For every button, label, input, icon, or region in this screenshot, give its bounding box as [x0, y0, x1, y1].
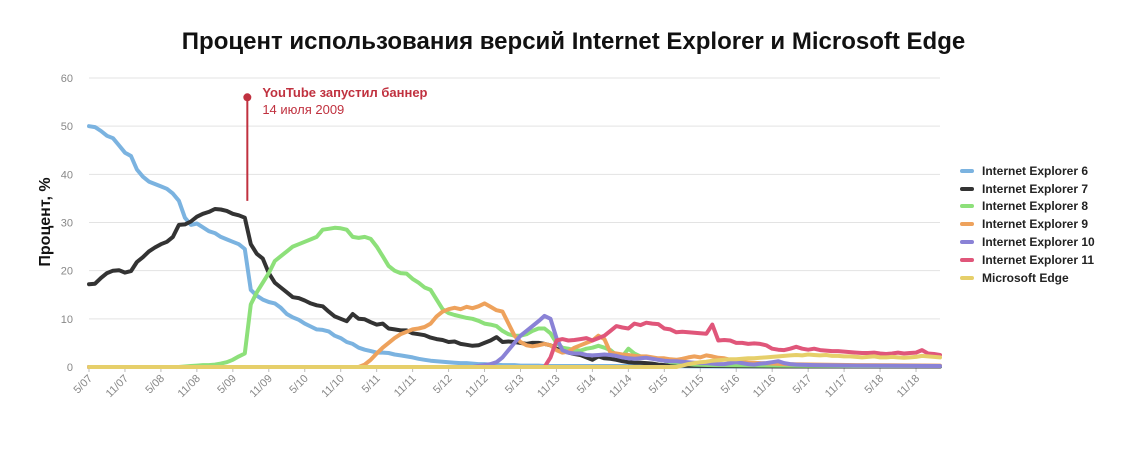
- legend-swatch: [960, 168, 974, 173]
- chart-title: Процент использования версий Internet Ex…: [181, 28, 966, 55]
- legend-swatch: [960, 240, 974, 245]
- x-tick-label: 11/16: [751, 373, 778, 400]
- annotation-label: YouTube запустил баннер: [262, 85, 427, 100]
- x-tick-label: 11/18: [895, 373, 922, 400]
- annotation: YouTube запустил баннер 14 июля 2009: [243, 85, 428, 201]
- legend-label: Internet Explorer 11: [982, 252, 1095, 267]
- gridlines: [89, 77, 940, 368]
- x-axis-ticks: 5/07 11/07 5/08 11/08 5/09 11/09 5/10 11/10 5/11…: [71, 367, 922, 400]
- series-line-4: [87, 301, 942, 369]
- y-tick-label: 0: [67, 362, 73, 374]
- x-tick-label: 11/07: [104, 373, 131, 400]
- annotation-date: 14 июля 2009: [262, 102, 344, 117]
- x-tick-label: 5/08: [143, 373, 167, 397]
- legend-swatch: [960, 204, 974, 209]
- x-tick-label: 11/17: [823, 373, 850, 400]
- x-tick-label: 11/10: [319, 373, 346, 400]
- x-tick-label: 11/09: [248, 373, 275, 400]
- x-tick-label: 5/12: [431, 373, 455, 397]
- legend-item-2: Internet Explorer 7: [960, 180, 1095, 198]
- legend: Internet Explorer 6 Internet Explorer 7 In…: [960, 162, 1095, 287]
- x-tick-label: 11/11: [392, 373, 419, 400]
- x-tick-label: 11/08: [176, 373, 203, 400]
- x-tick-label: 5/07: [71, 373, 95, 397]
- legend-item-6: Internet Explorer 11: [960, 251, 1095, 269]
- y-tick-label: 60: [61, 73, 73, 85]
- y-tick-label: 40: [61, 169, 73, 181]
- x-tick-label: 5/14: [575, 373, 599, 397]
- x-tick-label: 5/09: [215, 373, 239, 397]
- x-tick-label: 11/12: [463, 373, 490, 400]
- legend-swatch: [960, 275, 974, 280]
- legend-label: Microsoft Edge: [982, 270, 1069, 285]
- x-tick-label: 5/11: [360, 373, 383, 396]
- legend-swatch: [960, 222, 974, 227]
- x-tick-label: 5/16: [719, 373, 743, 397]
- legend-item-4: Internet Explorer 9: [960, 215, 1095, 233]
- y-tick-label: 10: [61, 314, 73, 326]
- series-line-6: [87, 320, 942, 369]
- y-tick-label: 20: [61, 266, 73, 278]
- series-line-2: [87, 207, 942, 369]
- x-tick-label: 11/14: [607, 373, 634, 400]
- annotation-marker: [243, 93, 252, 102]
- legend-label: Internet Explorer 9: [982, 217, 1089, 232]
- series-lines: [87, 124, 942, 369]
- legend-swatch: [960, 257, 974, 262]
- y-axis-label: Процент, %: [37, 177, 54, 266]
- legend-label: Internet Explorer 6: [982, 163, 1089, 178]
- legend-swatch: [960, 186, 974, 191]
- x-tick-label: 5/15: [647, 373, 671, 397]
- legend-label: Internet Explorer 7: [982, 181, 1089, 196]
- y-tick-label: 30: [61, 218, 73, 230]
- x-tick-label: 5/17: [791, 373, 815, 397]
- series-line-3: [87, 225, 942, 369]
- y-tick-label: 50: [61, 121, 73, 133]
- legend-item-3: Internet Explorer 8: [960, 198, 1095, 216]
- legend-label: Internet Explorer 8: [982, 199, 1089, 214]
- series-line-1: [87, 124, 942, 369]
- series-line-5: [87, 313, 942, 369]
- x-tick-label: 5/18: [863, 373, 887, 397]
- legend-item-1: Internet Explorer 6: [960, 162, 1095, 180]
- legend-item-5: Internet Explorer 10: [960, 233, 1095, 251]
- legend-label: Internet Explorer 10: [982, 235, 1095, 250]
- x-tick-label: 11/15: [679, 373, 706, 400]
- x-tick-label: 11/13: [535, 373, 562, 400]
- y-axis-ticks: 0 10 20 30 40 50 60: [61, 73, 73, 374]
- x-tick-label: 5/10: [287, 373, 311, 397]
- series-line-7: [87, 352, 942, 369]
- legend-item-7: Microsoft Edge: [960, 269, 1095, 287]
- x-tick-label: 5/13: [503, 373, 527, 397]
